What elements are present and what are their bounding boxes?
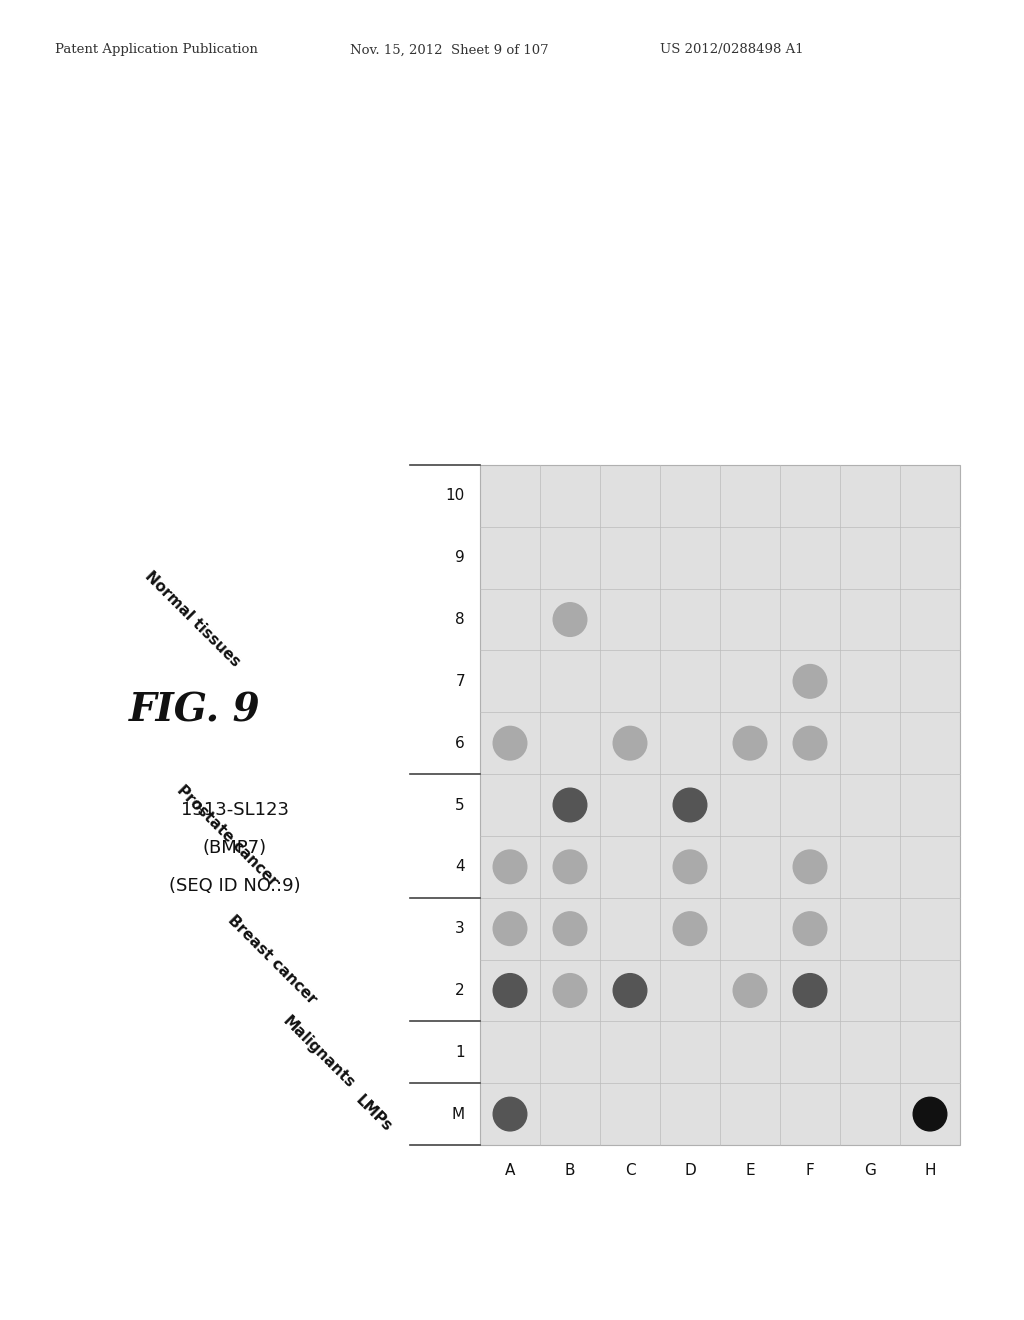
Circle shape: [673, 788, 707, 822]
Text: Malignants: Malignants: [280, 1014, 357, 1092]
Text: Prostate cancer: Prostate cancer: [174, 783, 281, 890]
Text: H: H: [925, 1163, 936, 1177]
Text: Patent Application Publication: Patent Application Publication: [55, 44, 258, 57]
Text: 7: 7: [456, 675, 465, 689]
Text: F: F: [806, 1163, 814, 1177]
Circle shape: [733, 974, 767, 1007]
Circle shape: [494, 726, 526, 760]
Text: 4: 4: [456, 859, 465, 874]
Text: 3: 3: [456, 921, 465, 936]
Text: 2: 2: [456, 983, 465, 998]
Text: Nov. 15, 2012  Sheet 9 of 107: Nov. 15, 2012 Sheet 9 of 107: [350, 44, 549, 57]
Circle shape: [913, 1097, 947, 1131]
Circle shape: [794, 850, 826, 883]
Circle shape: [794, 912, 826, 945]
Circle shape: [553, 788, 587, 822]
Circle shape: [794, 974, 826, 1007]
Circle shape: [794, 664, 826, 698]
Circle shape: [553, 912, 587, 945]
Text: A: A: [505, 1163, 515, 1177]
Circle shape: [794, 726, 826, 760]
Text: C: C: [625, 1163, 635, 1177]
Text: 5: 5: [456, 797, 465, 813]
Text: E: E: [745, 1163, 755, 1177]
Bar: [480, 465, 961, 1144]
Circle shape: [733, 726, 767, 760]
Text: LMPs: LMPs: [353, 1093, 395, 1135]
Text: B: B: [565, 1163, 575, 1177]
Text: M: M: [452, 1106, 465, 1122]
Text: D: D: [684, 1163, 696, 1177]
Circle shape: [673, 912, 707, 945]
Text: (BMP7): (BMP7): [203, 840, 267, 857]
Text: (SEQ ID NO.:9): (SEQ ID NO.:9): [169, 876, 301, 895]
Circle shape: [613, 726, 647, 760]
Circle shape: [494, 850, 526, 883]
Circle shape: [494, 974, 526, 1007]
Circle shape: [553, 850, 587, 883]
Text: US 2012/0288498 A1: US 2012/0288498 A1: [660, 44, 804, 57]
Circle shape: [494, 912, 526, 945]
Circle shape: [494, 1097, 526, 1131]
Circle shape: [553, 974, 587, 1007]
Text: G: G: [864, 1163, 876, 1177]
Text: 1313-SL123: 1313-SL123: [181, 801, 289, 818]
Text: Normal tissues: Normal tissues: [142, 569, 243, 671]
Text: FIG. 9: FIG. 9: [129, 690, 261, 729]
Text: Breast cancer: Breast cancer: [224, 912, 319, 1007]
Text: 9: 9: [456, 550, 465, 565]
Circle shape: [553, 603, 587, 636]
Circle shape: [673, 850, 707, 883]
Circle shape: [613, 974, 647, 1007]
Text: 8: 8: [456, 612, 465, 627]
Text: 1: 1: [456, 1044, 465, 1060]
Text: 6: 6: [456, 735, 465, 751]
Text: 10: 10: [445, 488, 465, 503]
